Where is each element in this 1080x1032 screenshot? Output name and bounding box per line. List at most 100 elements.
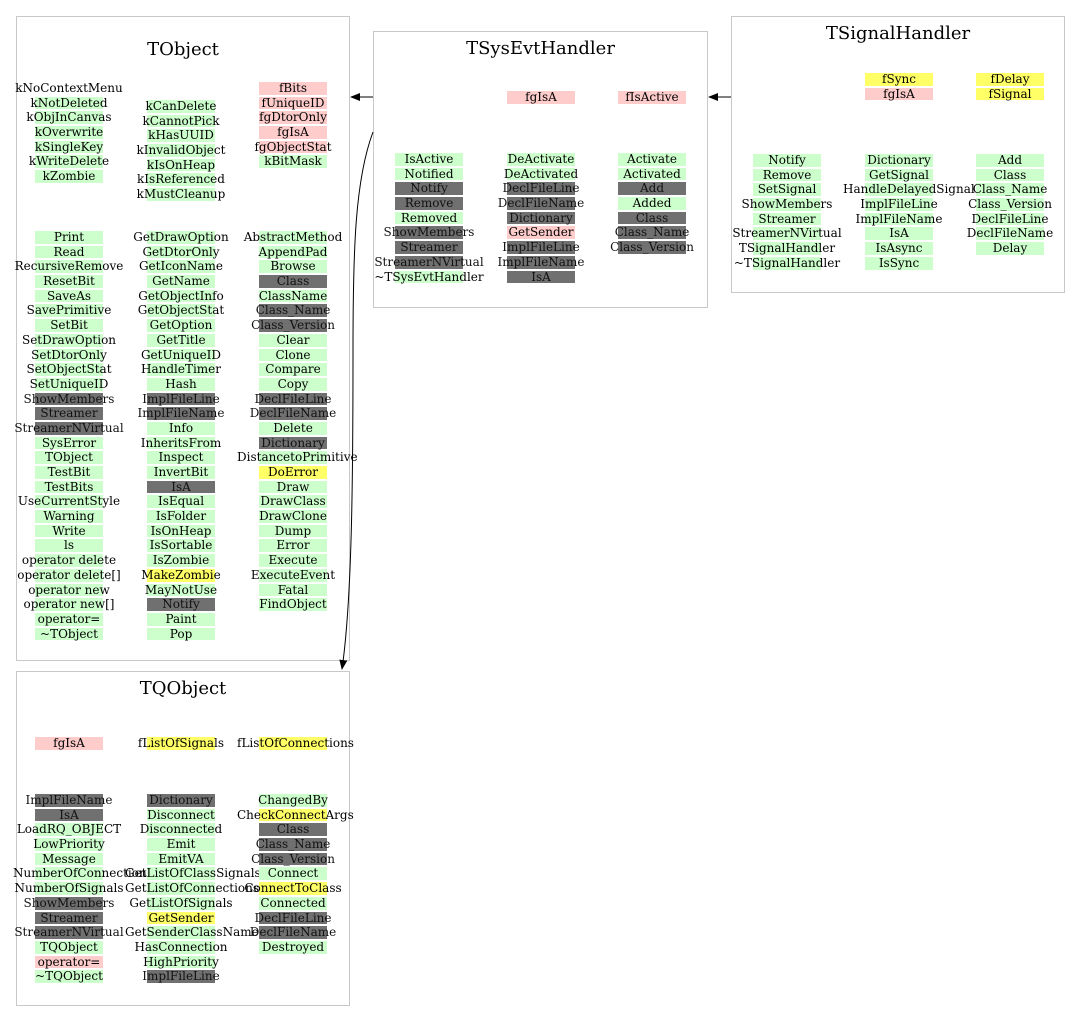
cell-background [259, 319, 327, 332]
cell-background [865, 212, 933, 226]
cell-label: ShowMembers [383, 225, 475, 240]
method-executeevent: ExecuteEvent [237, 568, 349, 583]
method-findobject: FindObject [237, 597, 349, 612]
method-setuniqueid: SetUniqueID [13, 377, 125, 392]
cell-background [35, 955, 103, 969]
cell-label: SysError [41, 435, 97, 450]
cell-label: fgIsA [53, 736, 85, 750]
method-class-name: Class_Name [237, 303, 349, 318]
cell-label: GetIconName [138, 259, 224, 274]
cell-label: SetDtorOnly [31, 347, 107, 362]
cell-label: Delay [992, 241, 1028, 256]
cell-label: Read [53, 244, 85, 259]
cell-background [35, 466, 103, 479]
cell-label: SetObjectStat [26, 362, 112, 377]
method-notify: Notify [373, 181, 485, 196]
method-geticonname: GetIconName [125, 259, 237, 274]
cell-background [259, 363, 327, 376]
method-disconnect: Disconnect [125, 808, 237, 823]
cell-background [259, 436, 327, 450]
cell-background [35, 568, 103, 582]
cell-label: Remove [404, 196, 454, 211]
cell-background [147, 867, 215, 881]
cell-background [865, 256, 933, 270]
cell-background [147, 348, 215, 362]
method-connecttoclass: ConnectToClass [237, 881, 349, 896]
cell-label: Inspect [158, 450, 204, 465]
method-paint: Paint [125, 612, 237, 627]
cell-background [147, 970, 215, 983]
method-declfilename: DeclFileName [237, 925, 349, 940]
method-numberofsignals: NumberOfSignals [13, 881, 125, 896]
cell-background [259, 926, 327, 939]
cell-label: InvertBit [153, 465, 209, 479]
cell-label: StreamerNVirtual [374, 254, 484, 269]
cell-background [259, 260, 327, 274]
method-getsenderclassname: GetSenderClassName [125, 925, 259, 940]
cell-background [35, 524, 103, 538]
method-makezombie: MakeZombie [125, 568, 237, 583]
cell-background [259, 304, 327, 318]
cell-background [395, 182, 463, 196]
cell-background [35, 940, 103, 954]
cell-background [507, 241, 575, 254]
edge-tsysevthandler-to-tqobject [339, 131, 374, 670]
cell-label: DeclFileLine [254, 391, 332, 406]
cell-label: fListOfSignals [137, 736, 225, 750]
cell-label: Remove [762, 167, 812, 182]
cell-background [147, 940, 215, 954]
cell-background [147, 245, 215, 259]
cell-background [35, 495, 103, 509]
method-error: Error [237, 538, 349, 553]
method-isa: IsA [13, 808, 125, 823]
method-streamer: Streamer [13, 406, 125, 421]
method-getobjectstat: GetObjectStat [125, 303, 237, 318]
method-column: AbstractMethod AppendPad Browse Class ClassN… [237, 230, 358, 612]
cell-background [147, 231, 215, 244]
attr-kisreferenced: kIsReferenced [125, 172, 237, 187]
method-isa: IsA [125, 480, 237, 495]
attr-ksinglekey: kSingleKey [13, 140, 125, 155]
cell-label: IsZombie [152, 553, 210, 568]
method-dump: Dump [237, 524, 349, 539]
cell-background [753, 168, 821, 182]
cell-background [259, 392, 327, 406]
cell-background [35, 451, 103, 464]
attr-fsync: fSync [843, 72, 955, 87]
cell-label: Dictionary [149, 793, 213, 807]
cell-background [147, 598, 215, 611]
cell-background [865, 87, 933, 101]
cell-label: Disconnect [147, 807, 215, 822]
cell-background [35, 510, 103, 523]
attr-koverwrite: kOverwrite [13, 125, 125, 140]
method-emitva: EmitVA [125, 852, 237, 867]
cell-label: LoadRQ_OBJECT [16, 822, 122, 837]
cell-background [976, 227, 1044, 241]
method-class: Class [596, 211, 708, 226]
method-copy: Copy [237, 377, 349, 392]
method-class-name: Class_Name [954, 182, 1066, 197]
cell-label: SetDrawOption [21, 332, 117, 347]
cell-background [147, 808, 215, 822]
cell-label: ResetBit [43, 274, 95, 289]
cell-label: TestBits [44, 479, 94, 494]
cell-label: Connect [267, 866, 319, 881]
cell-background [35, 392, 103, 406]
cell-background [618, 211, 686, 225]
cell-label: SavePrimitive [26, 303, 112, 318]
method-testbits: TestBits [13, 480, 125, 495]
cell-label: ImplFileName [497, 254, 585, 269]
method-added: Added [596, 196, 708, 211]
cell-label: ShowMembers [741, 197, 833, 212]
cell-background [259, 82, 327, 95]
cell-label: CheckConnectArgs [237, 807, 354, 822]
method-class-version: Class_Version [596, 240, 708, 255]
cell-background [507, 167, 575, 181]
cell-background [35, 333, 103, 347]
attr-flistofsignals: fListOfSignals [125, 736, 237, 751]
method-column: Activate Activated Add Added Class Class_Name… [596, 152, 708, 255]
cell-background [35, 421, 103, 435]
cell-background [147, 794, 215, 807]
cell-background [395, 167, 463, 181]
cell-label: IsA [171, 479, 191, 494]
